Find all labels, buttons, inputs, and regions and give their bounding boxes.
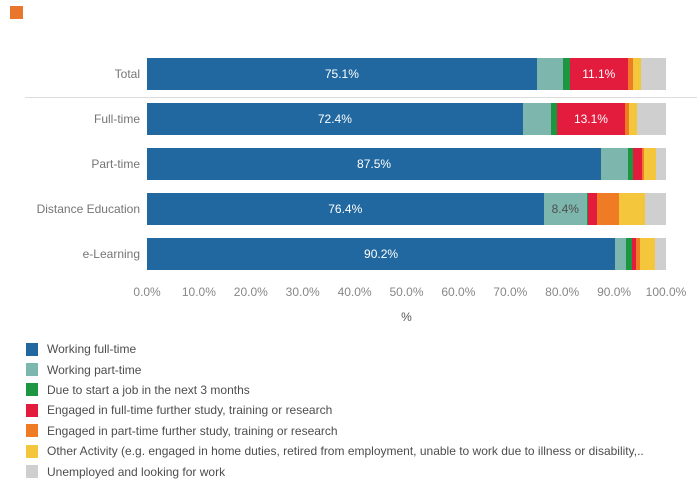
- category-label: Full-time: [93, 112, 140, 126]
- bar-row: 87.5%: [147, 148, 666, 180]
- bar-segment[interactable]: [633, 148, 643, 180]
- bar-segment[interactable]: [640, 58, 666, 90]
- bar-segment[interactable]: [550, 103, 557, 135]
- bar-segment-value-label: 76.4%: [328, 202, 363, 216]
- x-axis-title: %: [401, 310, 412, 324]
- legend-item-label: Due to start a job in the next 3 months: [47, 382, 250, 397]
- category-label: Distance Education: [36, 202, 140, 216]
- legend-item[interactable]: Engaged in full-time further study, trai…: [26, 400, 694, 420]
- bar-segment[interactable]: [627, 58, 633, 90]
- bar-segment-value-label: 72.4%: [317, 112, 352, 126]
- bar-segment[interactable]: 11.1%: [569, 58, 628, 90]
- x-axis-tick-label: 10.0%: [181, 285, 216, 299]
- bar-segment-value-label: 11.1%: [582, 67, 616, 81]
- bar-segment[interactable]: [635, 238, 640, 270]
- bar-segment[interactable]: [645, 193, 666, 225]
- bar-segment[interactable]: [587, 193, 589, 225]
- bar-segment-value-label: 8.4%: [551, 202, 579, 216]
- bar-segment[interactable]: [522, 103, 551, 135]
- legend-swatch-icon: [26, 444, 38, 458]
- category-label: Total: [114, 67, 140, 81]
- bar-segment[interactable]: [628, 148, 634, 180]
- bar-segment[interactable]: [536, 58, 563, 90]
- legend-swatch-icon: [26, 363, 38, 377]
- bar-segment[interactable]: [642, 148, 644, 180]
- legend-item-label: Other Activity (e.g. engaged in home dut…: [47, 444, 644, 459]
- x-axis-tick-label: 100.0%: [645, 285, 687, 299]
- legend-item[interactable]: Unemployed and looking for work: [26, 461, 694, 481]
- x-axis-tick-label: 60.0%: [441, 285, 476, 299]
- x-axis-tick-label: 40.0%: [337, 285, 372, 299]
- legend-item[interactable]: Other Activity (e.g. engaged in home dut…: [26, 441, 694, 461]
- bar-segment[interactable]: [619, 193, 646, 225]
- bar-segment[interactable]: [588, 193, 597, 225]
- bar-row: 76.4% 8.4%: [147, 193, 666, 225]
- legend-item[interactable]: Working full-time: [26, 339, 694, 359]
- legend-swatch-icon: [26, 403, 38, 417]
- bar-segment[interactable]: 90.2%: [147, 238, 616, 270]
- legend-item-label: Engaged in full-time further study, trai…: [47, 403, 333, 418]
- bar-row: 75.1% 11.1%: [147, 58, 666, 90]
- x-axis-tick-label: 90.0%: [597, 285, 632, 299]
- category-label: e-Learning: [82, 247, 140, 261]
- bar-segment-value-label: 75.1%: [324, 67, 359, 81]
- bar-segment[interactable]: [596, 193, 620, 225]
- legend-swatch-icon: [26, 424, 38, 438]
- x-axis-tick-label: 0.0%: [133, 285, 161, 299]
- bar-segment[interactable]: [625, 238, 632, 270]
- bar-segment-value-label: 90.2%: [364, 247, 399, 261]
- legend-item[interactable]: Due to start a job in the next 3 months: [26, 380, 694, 400]
- orange-square-marker: [10, 6, 23, 19]
- legend-item-label: Working part-time: [47, 362, 142, 377]
- legend-item[interactable]: Working part-time: [26, 359, 694, 379]
- bar-segment[interactable]: [655, 148, 666, 180]
- bar-segment[interactable]: [643, 148, 656, 180]
- bar-segment[interactable]: 13.1%: [556, 103, 625, 135]
- x-axis-tick-label: 80.0%: [545, 285, 580, 299]
- bar-segment[interactable]: [632, 58, 641, 90]
- chart-legend: Working full-time Working part-time Due to…: [26, 339, 694, 482]
- bar-row: 72.4% 13.1%: [147, 103, 666, 135]
- bar-segment[interactable]: [640, 238, 656, 270]
- bar-segment[interactable]: [637, 103, 666, 135]
- category-label: Part-time: [91, 157, 140, 171]
- bar-segment[interactable]: [562, 58, 570, 90]
- total-row-divider: [25, 97, 697, 98]
- bar-row: 90.2%: [147, 238, 666, 270]
- bar-segment[interactable]: 72.4%: [147, 103, 523, 135]
- x-axis-tick-label: 70.0%: [493, 285, 528, 299]
- bar-segment[interactable]: [655, 238, 666, 270]
- bar-segment-value-label: 13.1%: [573, 112, 608, 126]
- legend-swatch-icon: [26, 342, 38, 356]
- x-axis-tick-label: 30.0%: [285, 285, 320, 299]
- bar-segment[interactable]: [624, 103, 630, 135]
- legend-item-label: Engaged in part-time further study, trai…: [47, 423, 338, 438]
- bar-segment[interactable]: [601, 148, 629, 180]
- bar-segment[interactable]: 76.4%: [147, 193, 544, 225]
- legend-swatch-icon: [26, 383, 38, 397]
- legend-item[interactable]: Engaged in part-time further study, trai…: [26, 421, 694, 441]
- bar-segment[interactable]: [615, 238, 626, 270]
- bar-segment[interactable]: 8.4%: [543, 193, 588, 225]
- bar-segment[interactable]: [631, 238, 636, 270]
- bar-segment[interactable]: [629, 103, 638, 135]
- bar-segment-value-label: 87.5%: [357, 157, 392, 171]
- legend-swatch-icon: [26, 465, 38, 479]
- stacked-bar-chart: Total 75.1% 11.1% Full-time 72.4% 13.1% Part-t…: [25, 58, 697, 324]
- x-axis-tick-label: 50.0%: [389, 285, 424, 299]
- bar-segment[interactable]: 87.5%: [147, 148, 602, 180]
- bar-segment[interactable]: 75.1%: [147, 58, 537, 90]
- legend-item-label: Working full-time: [47, 342, 137, 357]
- legend-item-label: Unemployed and looking for work: [47, 464, 226, 479]
- x-axis-tick-label: 20.0%: [233, 285, 268, 299]
